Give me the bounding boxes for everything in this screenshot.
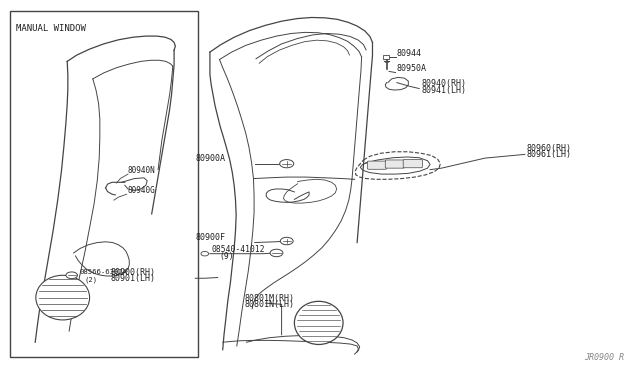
Text: 80900F: 80900F (196, 233, 226, 242)
Text: 80941(LH): 80941(LH) (421, 86, 466, 95)
Text: (2): (2) (84, 276, 98, 283)
Text: 80801M(RH): 80801M(RH) (244, 294, 294, 302)
Text: 08566-6302A: 08566-6302A (79, 269, 127, 275)
FancyBboxPatch shape (367, 161, 387, 169)
Text: MANUAL WINDOW: MANUAL WINDOW (16, 24, 86, 33)
Circle shape (280, 237, 293, 245)
FancyBboxPatch shape (385, 160, 404, 168)
Text: 08540-41012: 08540-41012 (211, 245, 265, 254)
Text: JR0900 R: JR0900 R (584, 353, 624, 362)
Text: 80900(RH): 80900(RH) (110, 267, 155, 276)
Text: 80961(LH): 80961(LH) (526, 150, 571, 159)
Circle shape (270, 249, 283, 257)
Bar (383, 55, 389, 59)
Text: 80940N: 80940N (128, 166, 156, 175)
Text: 80940(RH): 80940(RH) (421, 79, 466, 88)
Circle shape (66, 272, 77, 279)
Ellipse shape (36, 275, 90, 320)
Bar (10, 11, 198, 357)
Circle shape (280, 160, 294, 168)
Text: 80901(LH): 80901(LH) (110, 274, 155, 283)
Text: 80801N(LH): 80801N(LH) (244, 300, 294, 309)
Circle shape (201, 251, 209, 256)
Ellipse shape (294, 301, 343, 344)
Text: 80940G: 80940G (128, 186, 156, 195)
Text: (9): (9) (219, 252, 234, 261)
FancyBboxPatch shape (403, 160, 422, 168)
Text: 80960(RH): 80960(RH) (526, 144, 571, 153)
Text: 80944: 80944 (397, 49, 422, 58)
Text: 80950A: 80950A (397, 64, 427, 73)
Text: 80900A: 80900A (196, 154, 226, 163)
